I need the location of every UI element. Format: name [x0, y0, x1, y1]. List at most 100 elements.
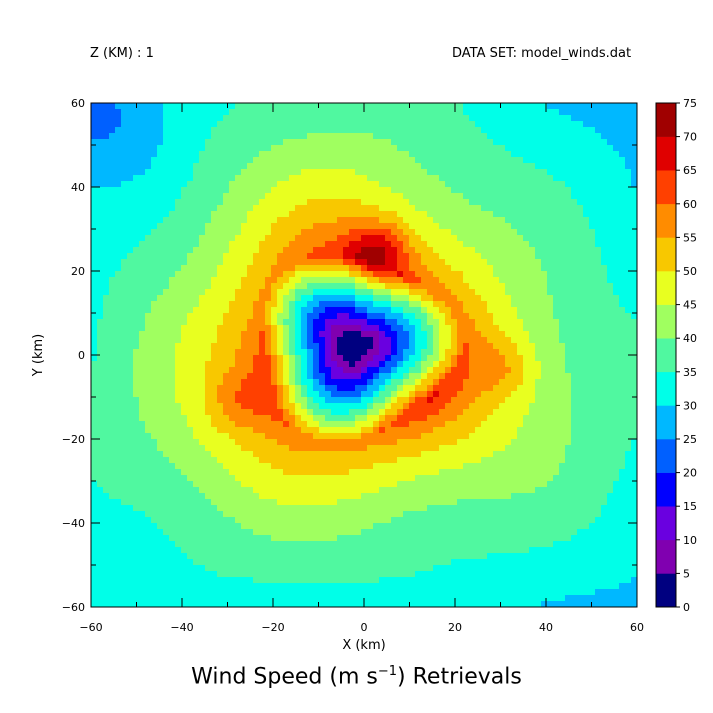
field-cell [559, 361, 566, 368]
field-cell [271, 157, 278, 164]
field-cell [115, 409, 122, 416]
field-cell [349, 349, 356, 356]
field-cell [235, 325, 242, 332]
field-cell [247, 187, 254, 194]
field-cell [199, 427, 206, 434]
field-cell [283, 403, 290, 410]
field-cell [379, 283, 386, 290]
field-cell [487, 277, 494, 284]
field-cell [631, 385, 638, 392]
field-cell [223, 289, 230, 296]
field-cell [121, 247, 128, 254]
field-cell [175, 367, 182, 374]
field-cell [433, 175, 440, 182]
field-cell [523, 103, 530, 110]
field-cell [373, 241, 380, 248]
field-cell [193, 277, 200, 284]
field-cell [409, 187, 416, 194]
field-cell [535, 235, 542, 242]
field-cell [565, 253, 572, 260]
field-cell [403, 151, 410, 158]
field-cell [343, 397, 350, 404]
field-cell [133, 385, 140, 392]
field-cell [349, 427, 356, 434]
field-cell [571, 265, 578, 272]
field-cell [331, 343, 338, 350]
field-cell [223, 157, 230, 164]
field-cell [415, 175, 422, 182]
field-cell [343, 163, 350, 170]
field-cell [433, 169, 440, 176]
field-cell [181, 349, 188, 356]
field-cell [613, 193, 620, 200]
field-cell [391, 301, 398, 308]
field-cell [187, 289, 194, 296]
field-cell [505, 193, 512, 200]
field-cell [247, 283, 254, 290]
field-cell [145, 121, 152, 128]
field-cell [427, 403, 434, 410]
field-cell [295, 307, 302, 314]
field-cell [199, 403, 206, 410]
field-cell [439, 343, 446, 350]
field-cell [553, 139, 560, 146]
field-cell [463, 139, 470, 146]
field-cell [559, 325, 566, 332]
field-cell [241, 385, 248, 392]
field-cell [577, 403, 584, 410]
field-cell [541, 421, 548, 428]
field-cell [409, 115, 416, 122]
field-cell [607, 367, 614, 374]
field-cell [379, 241, 386, 248]
field-cell [235, 127, 242, 134]
field-cell [457, 415, 464, 422]
field-cell [445, 223, 452, 230]
field-cell [265, 127, 272, 134]
field-cell [469, 259, 476, 266]
field-cell [337, 367, 344, 374]
field-cell [487, 103, 494, 110]
field-cell [295, 241, 302, 248]
field-cell [259, 349, 266, 356]
field-cell [415, 157, 422, 164]
field-cell [169, 289, 176, 296]
field-cell [103, 199, 110, 206]
field-cell [601, 217, 608, 224]
field-cell [121, 205, 128, 212]
field-cell [241, 145, 248, 152]
field-cell [505, 283, 512, 290]
field-cell [253, 319, 260, 326]
field-cell [151, 163, 158, 170]
field-cell [277, 283, 284, 290]
field-cell [235, 229, 242, 236]
field-cell [199, 181, 206, 188]
field-cell [247, 103, 254, 110]
field-cell [145, 421, 152, 428]
field-cell [559, 403, 566, 410]
field-cell [505, 223, 512, 230]
field-cell [391, 343, 398, 350]
field-cell [559, 313, 566, 320]
field-cell [331, 349, 338, 356]
field-cell [565, 355, 572, 362]
field-cell [391, 241, 398, 248]
field-cell [301, 283, 308, 290]
field-cell [169, 145, 176, 152]
field-cell [607, 181, 614, 188]
field-cell [313, 307, 320, 314]
field-cell [115, 313, 122, 320]
field-cell [613, 253, 620, 260]
field-cell [577, 181, 584, 188]
field-cell [103, 163, 110, 170]
field-cell [127, 235, 134, 242]
field-cell [625, 121, 632, 128]
field-cell [613, 151, 620, 158]
field-cell [469, 199, 476, 206]
field-cell [493, 235, 500, 242]
field-cell [547, 367, 554, 374]
field-cell [625, 391, 632, 398]
field-cell [517, 361, 524, 368]
field-cell [295, 205, 302, 212]
field-cell [619, 247, 626, 254]
field-cell [283, 241, 290, 248]
